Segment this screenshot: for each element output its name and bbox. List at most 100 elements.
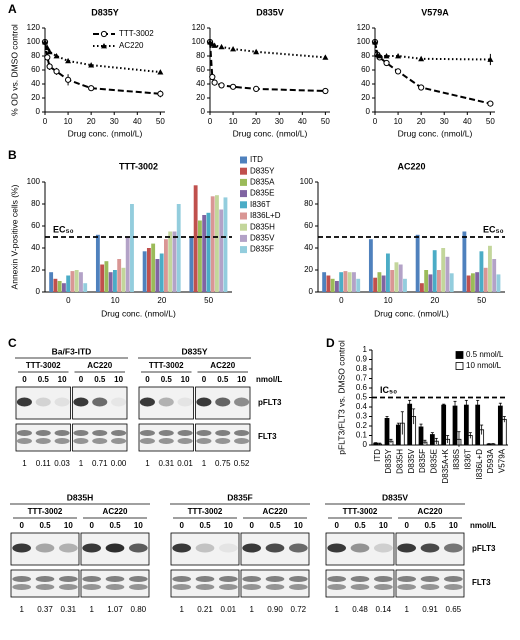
bar bbox=[384, 417, 390, 446]
x-tick-label: 10 bbox=[394, 117, 403, 126]
marker bbox=[395, 53, 402, 59]
flt3-band bbox=[242, 576, 261, 582]
y-tick-label: 100 bbox=[27, 37, 41, 46]
quantification: 0.75 bbox=[215, 459, 231, 468]
y-tick-label: 120 bbox=[357, 23, 371, 32]
y-axis-label: Annexin V-positive cells (%) bbox=[9, 184, 19, 289]
y-tick-label: 40 bbox=[361, 79, 370, 88]
pflt3-band bbox=[54, 397, 70, 407]
pflt3-band bbox=[59, 543, 78, 553]
threshold-label: IC₅₀ bbox=[380, 385, 397, 395]
legend-swatch bbox=[240, 167, 247, 175]
legend-label: AC220 bbox=[119, 41, 144, 50]
x-tick-label: 10 bbox=[64, 117, 73, 126]
bar bbox=[437, 270, 441, 292]
bar bbox=[466, 275, 471, 292]
pflt3-band bbox=[196, 397, 212, 407]
bar bbox=[419, 283, 424, 292]
marker bbox=[44, 54, 51, 61]
flt3-band bbox=[265, 576, 285, 582]
blot-box bbox=[325, 569, 395, 598]
legend-swatch bbox=[240, 223, 247, 231]
y-tick-label: 20 bbox=[304, 265, 313, 274]
flt3-band bbox=[420, 584, 440, 590]
flt3-band bbox=[397, 576, 416, 582]
flt3-band bbox=[350, 576, 370, 582]
x-tick-label: 10 bbox=[384, 296, 393, 305]
marker bbox=[64, 76, 72, 83]
bar bbox=[155, 259, 160, 292]
quantification: 0.90 bbox=[267, 605, 283, 614]
bar bbox=[168, 231, 173, 292]
flt3-band bbox=[444, 576, 463, 582]
marker bbox=[209, 73, 216, 81]
x-tick-label: D835E bbox=[429, 449, 438, 473]
quantification: 1 bbox=[404, 605, 409, 614]
blot-title: D835Y bbox=[182, 346, 208, 356]
x-axis-label: Drug conc. (nmol/L) bbox=[101, 308, 176, 318]
legend-label: D835F bbox=[250, 245, 274, 254]
flt3-band bbox=[16, 438, 32, 444]
dose-label: 0.5 bbox=[94, 375, 106, 384]
chart-title: AC220 bbox=[397, 161, 425, 171]
dose-label: 0.5 bbox=[217, 375, 229, 384]
flt3-band bbox=[195, 584, 215, 590]
dose-label: 10 bbox=[294, 521, 303, 530]
pflt3-band bbox=[158, 397, 174, 407]
y-tick-label: 0 bbox=[36, 287, 41, 296]
pflt3-band bbox=[195, 543, 215, 553]
blot-box bbox=[10, 569, 80, 598]
flt3-band bbox=[219, 576, 238, 582]
chart-title: V579A bbox=[421, 7, 449, 17]
drug-label: AC220 bbox=[103, 507, 128, 516]
y-tick-label: 60 bbox=[31, 65, 40, 74]
pflt3-band bbox=[111, 397, 127, 407]
bar bbox=[223, 197, 228, 292]
blot-box bbox=[80, 569, 150, 598]
bar bbox=[130, 204, 134, 292]
band-label: pFLT3 bbox=[472, 544, 496, 553]
chart-title: TTT-3002 bbox=[119, 161, 158, 171]
y-tick-label: 60 bbox=[31, 221, 40, 230]
panel-label: C bbox=[8, 336, 17, 350]
bar bbox=[415, 234, 420, 292]
x-tick-label: 50 bbox=[321, 117, 330, 126]
pflt3-band bbox=[73, 397, 89, 407]
legend-label: 10 nmol/L bbox=[466, 361, 502, 370]
flt3-band bbox=[196, 430, 212, 436]
pflt3-band bbox=[16, 397, 32, 407]
flt3-band bbox=[234, 438, 250, 444]
y-tick-label: 0.9 bbox=[356, 355, 368, 364]
legend-swatch bbox=[455, 362, 464, 370]
quantification: 1.07 bbox=[107, 605, 123, 614]
legend-label: I836L+D bbox=[250, 211, 281, 220]
y-tick-label: 0.6 bbox=[356, 383, 368, 392]
flt3-band bbox=[172, 584, 192, 590]
flt3-band bbox=[265, 584, 285, 590]
flt3-band bbox=[139, 430, 155, 436]
bar bbox=[61, 283, 66, 292]
quantification: 0.37 bbox=[37, 605, 53, 614]
marker bbox=[418, 55, 425, 62]
bar bbox=[172, 231, 177, 292]
dose-label: 0.5 bbox=[109, 521, 121, 530]
marker bbox=[487, 56, 494, 62]
marker bbox=[157, 90, 164, 97]
dose-label: 0.5 bbox=[354, 521, 366, 530]
blot-box bbox=[240, 569, 310, 598]
bar bbox=[373, 277, 378, 292]
x-tick-label: 30 bbox=[275, 117, 284, 126]
flt3-band bbox=[105, 584, 125, 590]
quantification: 0.31 bbox=[61, 605, 77, 614]
y-tick-label: 20 bbox=[31, 265, 40, 274]
legend-swatch bbox=[240, 201, 247, 209]
bar bbox=[343, 271, 348, 292]
dose-label: 0.5 bbox=[38, 375, 50, 384]
x-tick-label: 50 bbox=[204, 296, 213, 305]
pflt3-band bbox=[444, 543, 463, 553]
legend-marker bbox=[101, 43, 107, 49]
legend-swatch bbox=[240, 156, 247, 164]
bar bbox=[117, 259, 122, 292]
legend-swatch bbox=[240, 246, 247, 254]
